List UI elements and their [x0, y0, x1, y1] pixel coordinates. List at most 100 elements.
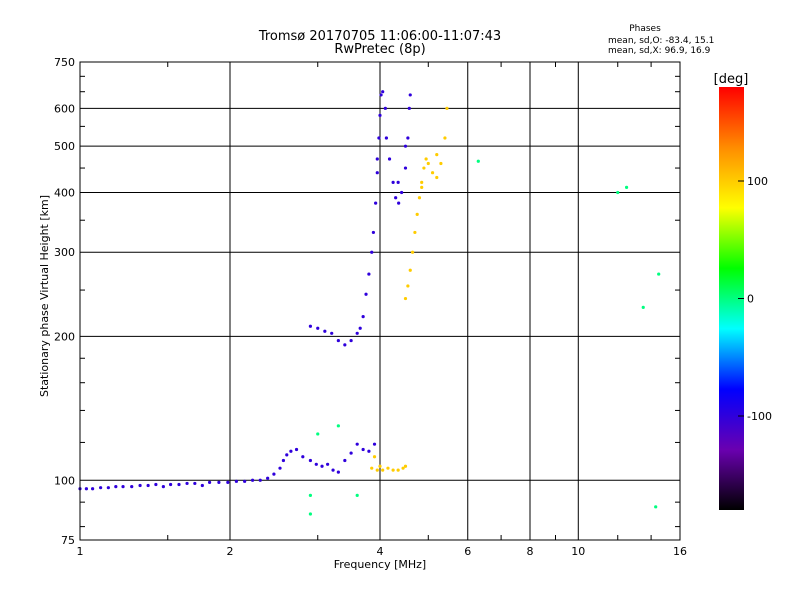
data-point	[326, 462, 330, 466]
chart-subtitle: RwPretec (8p)	[334, 42, 425, 57]
data-point	[445, 106, 449, 110]
data-point	[361, 447, 365, 452]
data-point	[308, 493, 313, 497]
data-point	[384, 136, 388, 140]
data-point	[443, 136, 447, 140]
data-point	[401, 466, 405, 470]
data-point	[624, 185, 629, 189]
data-point	[415, 212, 419, 216]
chart-title: Tromsø 20170705 11:06:00-11:07:43	[258, 29, 501, 44]
data-point	[381, 468, 385, 472]
data-point	[114, 485, 118, 489]
colorbar-tick-label: -100	[747, 410, 772, 423]
data-point	[397, 201, 401, 205]
y-tick-label: 500	[54, 140, 75, 153]
data-point	[320, 464, 324, 468]
data-point	[408, 93, 412, 97]
data-point	[371, 230, 376, 235]
phases-x-stats: mean, sd,X: 96.9, 16.9	[608, 46, 711, 56]
grid-lines	[80, 62, 680, 540]
data-point	[367, 449, 371, 453]
data-point	[217, 480, 221, 484]
data-point	[355, 331, 359, 335]
data-point	[250, 478, 255, 482]
data-point	[410, 250, 415, 254]
data-point	[243, 479, 247, 483]
data-point	[207, 480, 212, 484]
data-point	[169, 482, 173, 487]
data-point	[400, 190, 404, 195]
data-point	[394, 196, 398, 200]
data-point	[130, 485, 134, 489]
data-point	[316, 432, 320, 436]
data-point	[343, 458, 347, 463]
y-tick-label: 300	[54, 246, 75, 259]
data-point	[403, 166, 408, 170]
colorbar-label: [deg]	[714, 72, 749, 87]
data-point	[403, 464, 408, 468]
data-point	[370, 466, 374, 470]
data-point	[476, 159, 480, 163]
data-point	[301, 455, 305, 459]
data-point	[355, 493, 359, 497]
data-point	[314, 462, 318, 466]
data-point	[336, 470, 340, 474]
data-point	[377, 136, 381, 140]
x-tick-label: 2	[227, 545, 234, 558]
x-tick-label: 10	[571, 545, 585, 558]
data-point	[383, 106, 387, 110]
data-point	[121, 485, 125, 489]
y-tick-label: 200	[54, 330, 75, 343]
data-point	[406, 284, 410, 288]
data-point	[331, 468, 335, 472]
data-point	[185, 481, 189, 486]
data-point	[294, 447, 299, 452]
data-point	[370, 250, 374, 254]
data-point	[316, 326, 320, 330]
colorbar-tick-label: 100	[747, 175, 768, 188]
data-point	[308, 324, 313, 328]
data-point	[106, 486, 110, 490]
plot-frame	[79, 61, 681, 541]
axis-ticks: 1 2 4 6 8 10 16 75 100 200 300 400 500 600 750	[54, 56, 687, 558]
data-point	[308, 458, 313, 463]
data-point	[420, 180, 424, 184]
data-point	[413, 230, 417, 235]
data-point	[386, 466, 390, 470]
data-points	[78, 90, 661, 516]
y-tick-label: 400	[54, 186, 75, 199]
data-point	[234, 479, 238, 483]
data-point	[361, 315, 365, 319]
data-point	[226, 480, 230, 484]
data-point	[375, 157, 379, 161]
data-point	[285, 453, 289, 457]
phases-title: Phases	[629, 24, 661, 34]
data-point	[372, 455, 377, 459]
data-point	[358, 326, 362, 330]
data-point	[349, 338, 353, 343]
data-point	[657, 272, 661, 276]
phases-o-stats: mean, sd,O: -83.4, 15.1	[608, 36, 714, 46]
data-point	[375, 171, 379, 175]
data-point	[146, 483, 150, 488]
data-point	[391, 468, 395, 472]
data-point	[343, 343, 347, 347]
data-point	[417, 196, 422, 200]
data-point	[378, 464, 382, 468]
data-point	[381, 90, 385, 94]
data-point	[422, 166, 426, 170]
y-tick-label: 750	[54, 56, 75, 69]
data-point	[272, 472, 276, 476]
data-point	[330, 331, 334, 335]
x-tick-label: 4	[377, 545, 384, 558]
data-point	[435, 153, 439, 157]
data-point	[91, 487, 95, 491]
x-tick-label: 6	[464, 545, 471, 558]
x-tick-label: 1	[77, 545, 84, 558]
data-point	[193, 481, 197, 486]
data-point	[408, 268, 412, 272]
data-point	[289, 449, 293, 453]
data-point	[367, 272, 371, 276]
data-point	[378, 113, 382, 117]
